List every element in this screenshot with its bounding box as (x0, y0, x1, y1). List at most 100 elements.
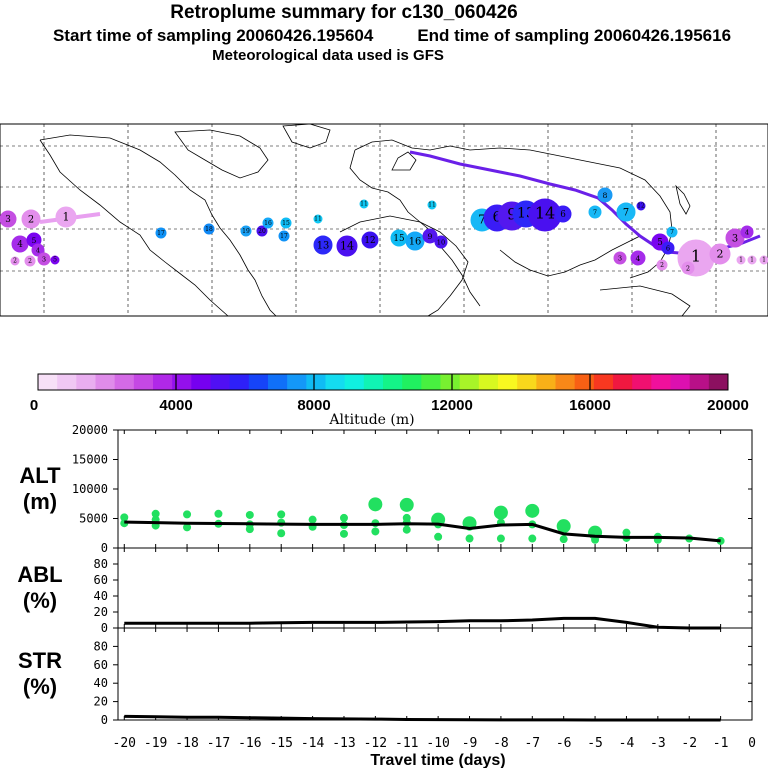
colorbar-cell (402, 374, 422, 390)
map-cluster-marker: 3 (37, 252, 51, 266)
colorbar-cell (536, 374, 556, 390)
x-tick-label: 0 (748, 736, 756, 751)
series-line (124, 520, 721, 543)
colorbar-cell (76, 374, 96, 390)
cluster-circle (554, 205, 572, 223)
cluster-circle (155, 227, 167, 239)
cluster-label: 7 (623, 208, 629, 219)
y-axis-unit: (%) (23, 674, 57, 699)
panel-frame (117, 429, 753, 549)
map-cluster-marker: 18 (203, 223, 215, 235)
x-tick-label: -3 (650, 736, 666, 751)
y-tick-label: 20 (94, 605, 108, 619)
map-cluster-marker: 3 (613, 251, 627, 265)
cluster-label: 15 (282, 220, 290, 227)
colorbar-label: Altitude (m) (328, 412, 414, 428)
map-cluster-marker: 4 (31, 243, 45, 257)
sampling-times: Start time of sampling 20060426.195604 En… (8, 26, 768, 46)
cluster-label: 10 (437, 238, 445, 246)
cluster-circle (21, 209, 41, 229)
colorbar-cell (613, 374, 633, 390)
cluster-circle (256, 225, 268, 237)
map-cluster-marker: 4 (11, 235, 29, 253)
cluster-label: 1 (750, 257, 754, 264)
cluster-circle (55, 206, 77, 228)
cluster-circle (434, 235, 448, 249)
scatter-point (151, 509, 160, 518)
colorbar-cell (498, 374, 518, 390)
x-tick-label: -15 (269, 736, 292, 751)
cluster-label: 20 (258, 228, 266, 235)
map-cluster-marker: 1 (55, 206, 77, 228)
map-cluster-marker: 14 (528, 198, 562, 232)
x-tick-label: -18 (175, 736, 198, 751)
cluster-circle (278, 230, 290, 242)
cluster-label: 4 (36, 246, 40, 254)
cluster-label: 7 (478, 213, 486, 227)
x-tick-label: -10 (426, 736, 449, 751)
map-cluster-marker: 10 (434, 235, 448, 249)
cluster-label: 7 (593, 208, 597, 216)
cluster-label: 12 (364, 236, 375, 246)
panel-abl: 0 20 40 60 80 ABL(%) (17, 547, 753, 635)
y-axis-label: STR (18, 648, 62, 673)
map-cluster-marker: 6 (661, 241, 675, 255)
cluster-circle (709, 243, 731, 265)
scatter-point (559, 535, 568, 544)
cluster-label: 6 (666, 244, 670, 252)
map-cluster-marker: 2 (709, 243, 731, 265)
cluster-label: 5 (53, 257, 57, 264)
cluster-circle (24, 255, 36, 267)
scatter-point (371, 527, 380, 536)
colorbar-tick-label: 20000 (707, 397, 749, 414)
scatter-point (120, 513, 129, 522)
cluster-label: 11 (314, 216, 322, 223)
series-line (124, 714, 721, 722)
x-tick-label: -20 (113, 736, 136, 751)
scatter-point (528, 534, 537, 543)
cluster-label: 11 (428, 202, 436, 209)
cluster-label: 11 (360, 201, 368, 208)
scatter-point (434, 532, 443, 541)
map-cluster-marker: 3 (0, 210, 17, 228)
scatter-point (339, 529, 348, 538)
scatter-point (277, 510, 286, 519)
colorbar-cell (287, 374, 307, 390)
x-tick-label: -14 (301, 736, 325, 751)
colorbar-cell (268, 374, 288, 390)
cluster-label: 16 (264, 220, 272, 227)
cluster-label: 1 (762, 257, 766, 264)
cluster-circle (747, 255, 757, 265)
map-cluster-marker: 19 (240, 225, 252, 237)
colorbar-cell (574, 374, 595, 390)
map-cluster-marker: 11 (427, 200, 437, 210)
cluster-circle (280, 217, 292, 229)
map-cluster-marker: 9 (422, 228, 438, 244)
series-line (124, 616, 721, 630)
colorbar-cell (325, 374, 346, 390)
scatter-point (368, 497, 383, 512)
scatter-point (496, 534, 505, 543)
cluster-circle (262, 217, 274, 229)
map-cluster-marker: 5 (50, 255, 60, 265)
x-tick-label: -12 (364, 736, 387, 751)
panel-frame (117, 627, 753, 721)
x-tick-label: -11 (395, 736, 418, 751)
colorbar-cell (517, 374, 537, 390)
colorbar-cell (383, 374, 403, 390)
time-series-panels: 05000100001500020000ALT(m)020406080ABL(%… (17, 423, 756, 768)
colorbar-tick-label: 8000 (297, 397, 330, 414)
cluster-circle (616, 202, 636, 222)
map-cluster-marker: 7 (588, 205, 602, 219)
y-tick-label: 0 (101, 713, 108, 727)
cluster-label: 2 (28, 258, 32, 265)
cluster-circle (0, 210, 17, 228)
map-cluster-marker: 11 (313, 214, 323, 224)
cluster-label: 7 (670, 229, 674, 236)
map-cluster-marker: 15 (390, 229, 408, 247)
cluster-label: 2 (13, 258, 17, 265)
y-tick-label: 20000 (72, 423, 108, 437)
met-data-label: Meteorological data used is GFS (212, 47, 444, 64)
cluster-circle (636, 201, 646, 211)
